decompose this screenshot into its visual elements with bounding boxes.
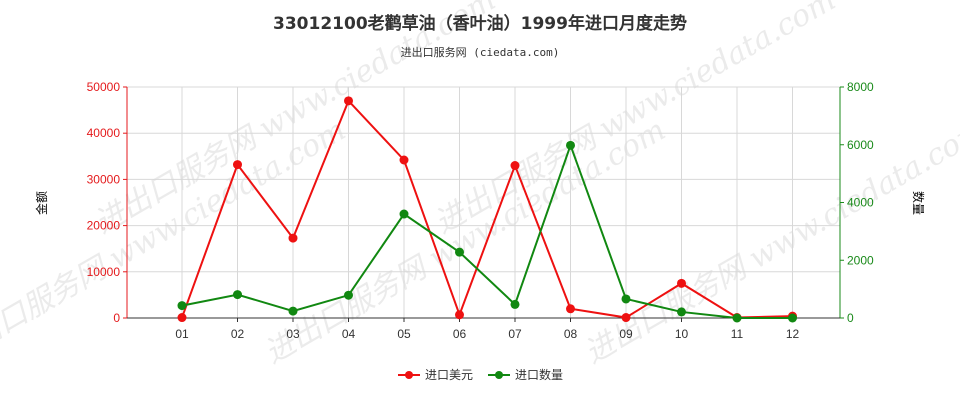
x-tick-label-07: 07: [508, 327, 522, 341]
series-1-point-07: [510, 161, 520, 171]
right-axis-label: 数量: [911, 191, 926, 215]
legend: 进口美元 进口数量: [398, 367, 563, 382]
chart-subtitle: 进出口服务网 (ciedata.com): [401, 45, 560, 59]
left-tick-label-30000: 30000: [87, 172, 121, 186]
x-tick-label-11: 11: [731, 327, 744, 341]
right-tick-label-4000: 4000: [847, 196, 874, 210]
x-tick-label-04: 04: [342, 327, 356, 341]
right-tick-label-0: 0: [847, 311, 854, 325]
chart-title: 33012100老鹳草油（香叶油）1999年进口月度走势: [273, 13, 687, 34]
series-1-point-03: [288, 233, 298, 243]
x-tick-label-06: 06: [453, 327, 467, 341]
series-1-point-04: [344, 96, 353, 106]
x-tick-label-02: 02: [231, 327, 245, 341]
left-axis-label: 金额: [34, 191, 49, 215]
series-2-point-06: [455, 247, 464, 257]
series-2-point-02: [233, 290, 242, 300]
left-tick-label-10000: 10000: [87, 265, 121, 279]
x-tick-label-10: 10: [675, 327, 689, 341]
watermark-text-5: 进出口服务网 www.ciedata.com: [429, 0, 842, 241]
x-tick-label-12: 12: [786, 327, 800, 341]
legend-marker-2: [495, 371, 503, 379]
legend-marker-1: [405, 371, 413, 379]
left-tick-label-0: 0: [113, 311, 120, 325]
right-tick-label-8000: 8000: [847, 80, 874, 94]
x-tick-label-08: 08: [564, 327, 578, 341]
series-2-point-07: [510, 299, 520, 309]
right-tick-label-2000: 2000: [847, 253, 874, 267]
series-1-point-05: [399, 155, 409, 165]
series-1-point-10: [677, 278, 686, 288]
series-1-point-09: [621, 313, 631, 323]
series-2-point-12: [788, 313, 797, 323]
series-1-point-06: [455, 310, 464, 320]
x-tick-label-01: 01: [175, 327, 189, 341]
legend-label-2: 进口数量: [515, 367, 563, 382]
axes: 0 10000 20000 30000 40000 50000 0 2000 4000 6000 8…: [87, 80, 874, 341]
series-line-2: [181, 142, 793, 319]
right-tick-label-6000: 6000: [847, 138, 874, 152]
series-2-point-09: [621, 294, 631, 304]
series-1-point-02: [233, 160, 242, 170]
x-tick-label-03: 03: [286, 327, 300, 341]
series-2-point-04: [344, 290, 353, 300]
series-1-point-01: [177, 313, 187, 323]
legend-label-1: 进口美元: [425, 368, 473, 382]
series-2-point-10: [677, 307, 686, 317]
left-tick-label-20000: 20000: [87, 219, 121, 233]
grid-lines: [127, 86, 840, 319]
left-tick-label-40000: 40000: [87, 126, 121, 140]
series-line-1: [181, 99, 793, 319]
series-2-point-01: [177, 301, 187, 311]
series-2-point-03: [288, 306, 298, 316]
series-layer: [177, 96, 797, 323]
x-tick-label-09: 09: [619, 327, 633, 341]
series-1-point-08: [566, 304, 575, 314]
left-tick-label-50000: 50000: [87, 80, 121, 94]
x-tick-label-05: 05: [397, 327, 411, 341]
series-2-point-11: [732, 313, 742, 323]
series-2-point-05: [399, 209, 409, 219]
series-2-point-08: [566, 140, 575, 150]
